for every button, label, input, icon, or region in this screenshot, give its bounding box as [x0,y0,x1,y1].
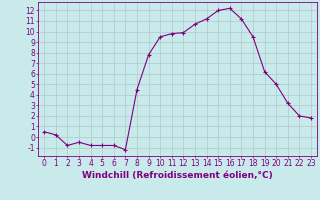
X-axis label: Windchill (Refroidissement éolien,°C): Windchill (Refroidissement éolien,°C) [82,171,273,180]
